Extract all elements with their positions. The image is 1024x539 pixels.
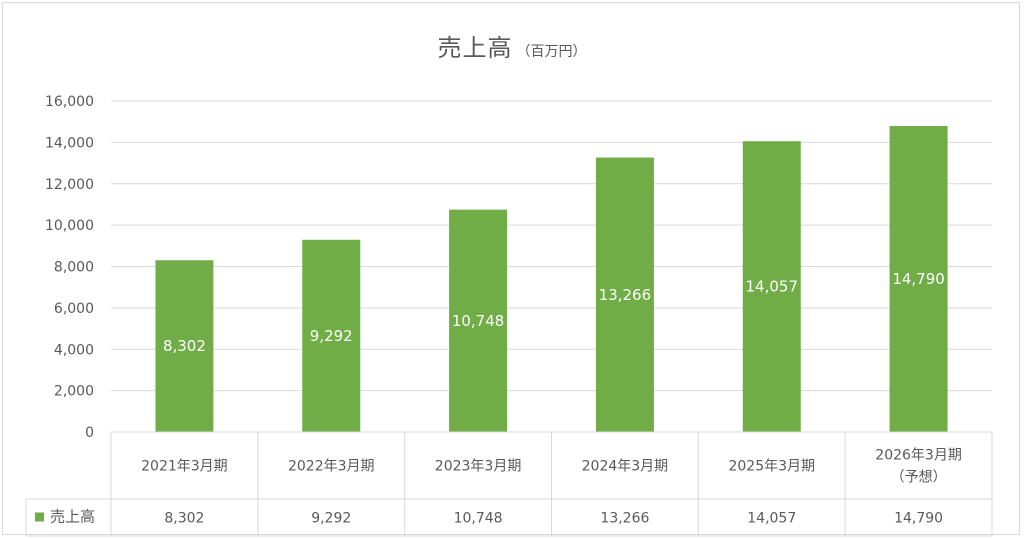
- y-tick-label: 4,000: [54, 342, 94, 358]
- table-value: 14,790: [894, 511, 943, 527]
- data-label: 9,292: [310, 327, 353, 345]
- y-tick-label: 16,000: [45, 94, 94, 110]
- y-tick-label: 14,000: [45, 135, 94, 151]
- category-label: 2022年3月期: [288, 459, 375, 475]
- chart-title-main: 売上高: [437, 34, 513, 62]
- category-label: 2025年3月期: [728, 459, 815, 475]
- table-value: 8,302: [164, 511, 204, 527]
- legend-key: [35, 512, 44, 522]
- data-label: 8,302: [163, 337, 206, 355]
- bar: [155, 260, 214, 432]
- bar: [302, 239, 361, 432]
- category-label: 2024年3月期: [582, 459, 669, 475]
- category-label: （予想）: [891, 470, 947, 486]
- data-label: 14,790: [892, 270, 945, 288]
- y-tick-label: 12,000: [45, 177, 94, 193]
- category-label: 2023年3月期: [435, 459, 522, 475]
- category-label: 2021年3月期: [141, 459, 228, 475]
- legend-label: 売上高: [50, 508, 95, 526]
- y-tick-label: 10,000: [45, 218, 94, 234]
- y-tick-label: 8,000: [54, 260, 94, 276]
- table-value: 9,292: [311, 511, 351, 527]
- y-tick-label: 6,000: [54, 301, 94, 317]
- chart-title-unit: （百万円）: [516, 44, 587, 60]
- table-value: 14,057: [747, 511, 796, 527]
- data-label: 14,057: [746, 278, 799, 296]
- data-label: 13,266: [599, 286, 652, 304]
- category-label: 2026年3月期: [875, 448, 962, 464]
- data-label: 10,748: [452, 312, 505, 330]
- bar: [595, 157, 654, 432]
- table-value: 13,266: [600, 511, 649, 527]
- bar: [889, 126, 948, 433]
- bar: [449, 209, 508, 432]
- y-tick-label: 2,000: [54, 384, 94, 400]
- y-tick-label: 0: [85, 425, 94, 441]
- table-value: 10,748: [454, 511, 503, 527]
- bar: [742, 141, 801, 433]
- chart-title: 売上高 （百万円）: [0, 28, 1024, 63]
